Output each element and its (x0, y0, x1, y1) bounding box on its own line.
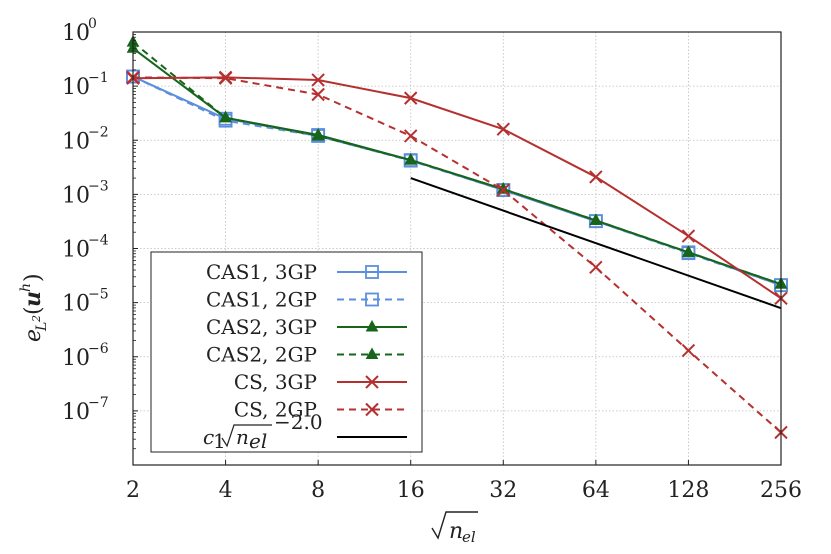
x-tick-label: 16 (397, 478, 425, 503)
svg-text:−7: −7 (88, 395, 109, 411)
data-point (311, 128, 325, 141)
svg-text:2: 2 (30, 315, 43, 323)
svg-text:10: 10 (62, 21, 90, 46)
svg-text:n: n (236, 425, 249, 449)
data-point (219, 110, 232, 123)
data-point (404, 153, 418, 165)
data-point (681, 229, 696, 243)
svg-text:10: 10 (62, 183, 90, 208)
svg-text:−5: −5 (88, 287, 109, 303)
svg-text:el: el (249, 429, 267, 453)
legend-item: CAS2, 2GP (206, 343, 407, 367)
x-tick-label: 32 (489, 478, 517, 503)
svg-text:el: el (462, 528, 476, 546)
svg-text:L: L (34, 322, 50, 332)
legend: CAS1, 3GP CAS1, 2GP CAS2, 3GP CAS2, 2GP CS, … (150, 251, 423, 453)
legend-label: c1 n el −2.0 (203, 410, 323, 453)
legend-swatch-marker (365, 292, 379, 307)
y-tick-label: 10−1 (62, 70, 109, 100)
data-point (682, 245, 695, 257)
svg-text:10: 10 (62, 129, 90, 154)
svg-text:10: 10 (62, 75, 90, 100)
svg-text:1: 1 (213, 429, 226, 453)
svg-text:): ) (21, 273, 46, 282)
svg-text:−3: −3 (88, 178, 109, 194)
svg-text:−2.0: −2.0 (274, 410, 323, 434)
legend-label: CAS1, 3GP (206, 260, 317, 284)
y-tick-label: 10−5 (62, 287, 109, 317)
legend-swatch-marker (365, 375, 379, 389)
legend-item: CAS1, 3GP (206, 260, 407, 284)
svg-text:10: 10 (62, 238, 90, 263)
legend-swatch-marker (365, 265, 379, 279)
y-tick-label: 10−6 (62, 341, 109, 371)
x-axis-label: n el (431, 511, 478, 546)
y-tick-label: 10−7 (62, 395, 109, 425)
svg-text:(: ( (21, 306, 46, 315)
legend-swatch-marker (365, 347, 379, 359)
data-point (311, 73, 325, 87)
series-6 (410, 177, 782, 310)
legend-item: CS, 3GP (234, 370, 407, 394)
ticks: 2 4 8 16 32 64 128 25610010−110−210−310−410−510… (62, 16, 802, 503)
y-tick-label: 10−4 (62, 233, 109, 263)
svg-text:−1: −1 (88, 70, 109, 86)
y-tick-label: 10−3 (62, 178, 109, 208)
svg-text:10: 10 (62, 346, 90, 371)
svg-text:−6: −6 (88, 341, 109, 357)
legend-item: CAS2, 3GP (206, 315, 407, 339)
svg-text:n: n (449, 519, 463, 544)
x-tick-label: 128 (667, 478, 709, 503)
legend-item: c1 n el −2.0 (203, 410, 407, 453)
legend-label: CS, 2GP (234, 398, 317, 422)
svg-text:10: 10 (62, 292, 90, 317)
y-axis-label: e L 2 ( u h ) (18, 273, 50, 342)
svg-text:10: 10 (62, 400, 90, 425)
x-tick-label: 64 (582, 478, 610, 503)
x-tick-label: 8 (311, 478, 325, 503)
data-point (218, 71, 233, 85)
y-tick-label: 10−2 (62, 124, 109, 154)
data-point (589, 260, 603, 274)
data-point (404, 91, 418, 105)
data-point (311, 87, 325, 102)
data-point (404, 129, 418, 143)
legend-label: CS, 3GP (234, 370, 317, 394)
x-tick-label: 2 (126, 478, 140, 503)
svg-text:0: 0 (88, 16, 97, 32)
series-line (132, 41, 782, 286)
series-line (132, 76, 782, 434)
x-tick-label: 256 (760, 478, 802, 503)
legend-label: CAS2, 3GP (206, 315, 317, 339)
legend-label: CAS2, 2GP (206, 343, 317, 367)
svg-text:h: h (18, 283, 34, 292)
svg-text:c: c (203, 425, 214, 449)
data-point (496, 183, 510, 197)
y-tick-label: 100 (62, 16, 97, 46)
series-line (410, 177, 782, 310)
legend-box (150, 251, 423, 453)
data-point (496, 122, 510, 136)
svg-text:e: e (21, 329, 46, 342)
svg-text:−4: −4 (88, 233, 109, 249)
legend-item: CAS1, 2GP (206, 288, 407, 312)
data-point (681, 343, 696, 358)
data-point (589, 170, 603, 184)
svg-text:u: u (20, 291, 46, 307)
x-tick-label: 4 (219, 478, 233, 503)
series-group (126, 35, 788, 440)
data-point (589, 213, 603, 225)
svg-text:−2: −2 (88, 124, 109, 140)
legend-item: CS, 2GP (234, 398, 407, 422)
legend-swatch-marker (365, 402, 379, 417)
legend-label: CAS1, 2GP (206, 288, 317, 312)
legend-swatch-marker (365, 319, 379, 332)
series-line (132, 76, 782, 300)
